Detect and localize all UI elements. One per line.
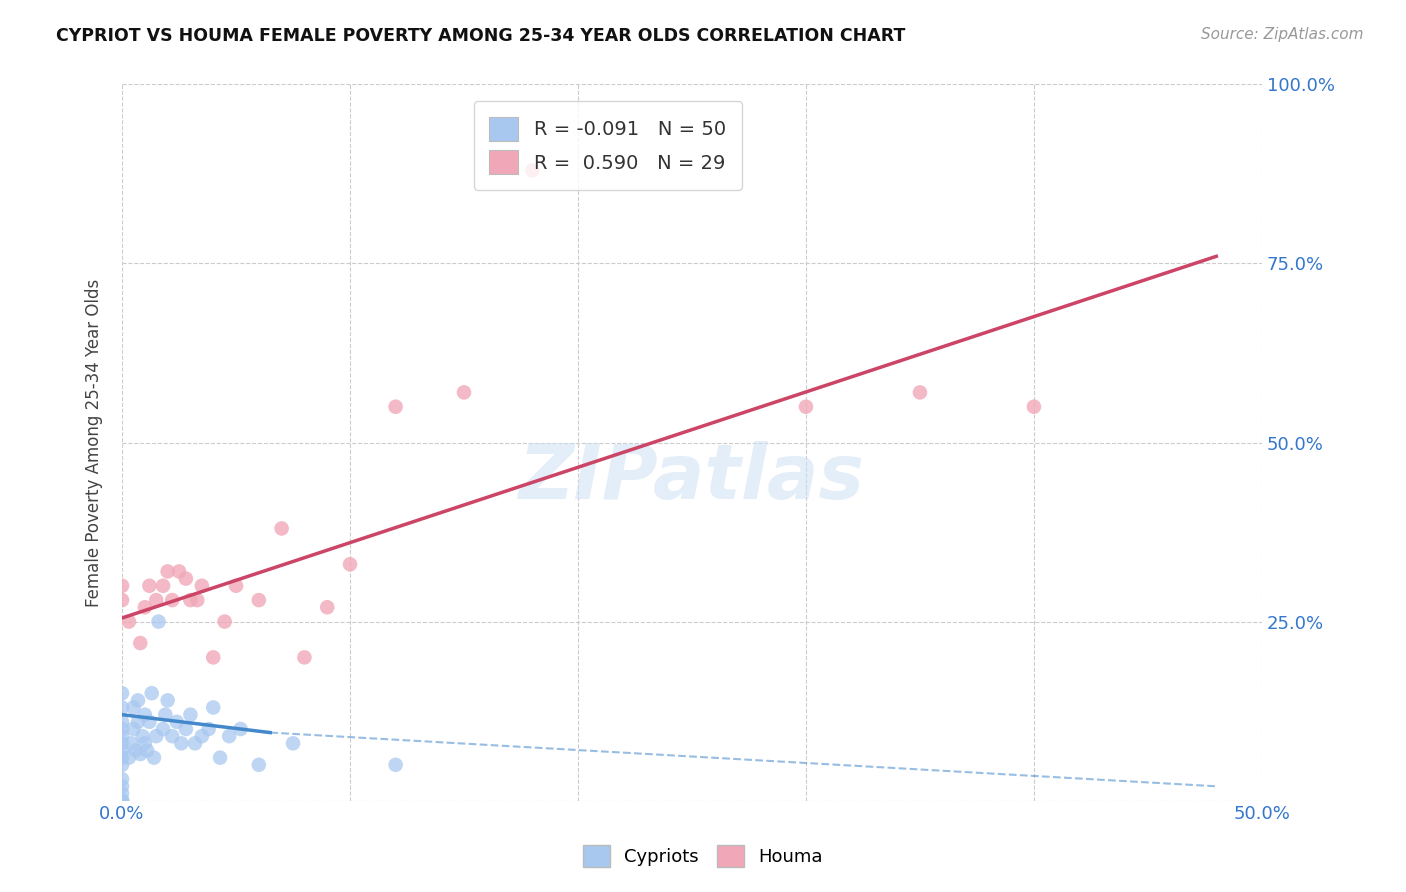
Point bbox=[294, 650, 316, 665]
Point bbox=[134, 600, 156, 615]
Point bbox=[134, 707, 156, 722]
Point bbox=[111, 700, 134, 714]
Point bbox=[174, 572, 197, 586]
Point bbox=[127, 714, 149, 729]
Text: CYPRIOT VS HOUMA FEMALE POVERTY AMONG 25-34 YEAR OLDS CORRELATION CHART: CYPRIOT VS HOUMA FEMALE POVERTY AMONG 25… bbox=[56, 27, 905, 45]
Point bbox=[131, 729, 153, 743]
Point bbox=[111, 794, 134, 808]
Point bbox=[141, 686, 163, 700]
Point bbox=[167, 565, 190, 579]
Point bbox=[129, 636, 152, 650]
Point bbox=[111, 743, 134, 757]
Point bbox=[160, 593, 183, 607]
Point bbox=[170, 736, 193, 750]
Point bbox=[125, 743, 148, 757]
Point bbox=[155, 707, 177, 722]
Point bbox=[197, 722, 219, 736]
Point bbox=[138, 714, 160, 729]
Point bbox=[214, 615, 236, 629]
Point bbox=[118, 750, 141, 764]
Point bbox=[453, 385, 475, 400]
Point bbox=[156, 693, 179, 707]
Point bbox=[202, 700, 225, 714]
Point bbox=[174, 722, 197, 736]
Point bbox=[160, 729, 183, 743]
Point bbox=[191, 729, 214, 743]
Point bbox=[184, 736, 207, 750]
Point bbox=[270, 521, 292, 535]
Point bbox=[127, 693, 149, 707]
Point bbox=[191, 579, 214, 593]
Point bbox=[179, 707, 201, 722]
Point bbox=[136, 743, 159, 757]
Point bbox=[225, 579, 247, 593]
Point bbox=[148, 615, 170, 629]
Point bbox=[111, 593, 134, 607]
Y-axis label: Female Poverty Among 25-34 Year Olds: Female Poverty Among 25-34 Year Olds bbox=[86, 278, 103, 607]
Point bbox=[209, 750, 232, 764]
Point bbox=[111, 772, 134, 786]
Point bbox=[202, 650, 225, 665]
Point bbox=[134, 736, 156, 750]
Point bbox=[794, 400, 817, 414]
Point bbox=[281, 736, 304, 750]
Point bbox=[111, 579, 134, 593]
Point bbox=[138, 579, 160, 593]
Point bbox=[179, 593, 201, 607]
Point bbox=[384, 757, 406, 772]
Point bbox=[316, 600, 339, 615]
Point bbox=[143, 750, 166, 764]
Point bbox=[247, 593, 270, 607]
Point bbox=[111, 729, 134, 743]
Legend: Cypriots, Houma: Cypriots, Houma bbox=[575, 838, 831, 874]
Point bbox=[111, 722, 134, 736]
Point bbox=[111, 794, 134, 808]
Text: Source: ZipAtlas.com: Source: ZipAtlas.com bbox=[1201, 27, 1364, 42]
Point bbox=[145, 593, 167, 607]
Point bbox=[111, 787, 134, 801]
Text: ZIPatlas: ZIPatlas bbox=[519, 442, 865, 516]
Point bbox=[118, 615, 141, 629]
Point bbox=[111, 750, 134, 764]
Legend: R = -0.091   N = 50, R =  0.590   N = 29: R = -0.091 N = 50, R = 0.590 N = 29 bbox=[474, 102, 742, 190]
Point bbox=[111, 794, 134, 808]
Point bbox=[145, 729, 167, 743]
Point bbox=[156, 565, 179, 579]
Point bbox=[229, 722, 252, 736]
Point bbox=[111, 757, 134, 772]
Point bbox=[129, 747, 152, 761]
Point bbox=[247, 757, 270, 772]
Point bbox=[166, 714, 188, 729]
Point bbox=[908, 385, 931, 400]
Point bbox=[111, 736, 134, 750]
Point bbox=[111, 686, 134, 700]
Point bbox=[122, 722, 145, 736]
Point bbox=[522, 163, 544, 178]
Point bbox=[186, 593, 208, 607]
Point bbox=[152, 579, 174, 593]
Point bbox=[122, 700, 145, 714]
Point bbox=[339, 558, 361, 572]
Point bbox=[152, 722, 174, 736]
Point bbox=[384, 400, 406, 414]
Point bbox=[111, 714, 134, 729]
Point bbox=[218, 729, 240, 743]
Point bbox=[1022, 400, 1045, 414]
Point bbox=[120, 736, 142, 750]
Point bbox=[111, 779, 134, 793]
